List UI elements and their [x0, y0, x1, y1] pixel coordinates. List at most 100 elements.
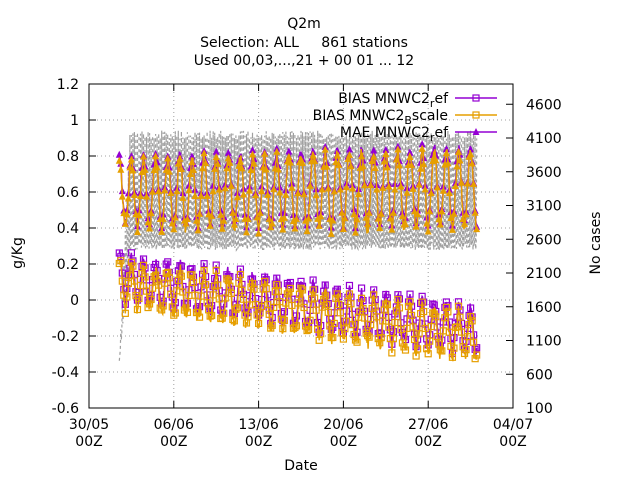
series-mae-bscale-point — [323, 162, 331, 170]
series-bias-bscale-point — [407, 311, 416, 319]
series-bias-ref-point — [298, 282, 307, 290]
y2-tick-label: 3600 — [526, 165, 562, 181]
y-tick-label: 0.8 — [57, 149, 79, 165]
series-bias-bscale-point — [456, 313, 464, 321]
y-tick-label: 1 — [70, 113, 79, 129]
x-tick-label-hour: 00Z — [245, 434, 272, 450]
y-axis-label: g/Kg — [10, 237, 26, 269]
series-bias-bscale-point — [329, 333, 337, 342]
series-mae-bscale-point — [209, 187, 217, 195]
series-bias-bscale-point — [426, 337, 434, 345]
series-mae-bscale-point — [409, 184, 417, 192]
series-bias-bscale-point — [298, 286, 307, 294]
series-mae-bscale-point — [242, 228, 250, 236]
series-bias-bscale-point — [123, 293, 131, 301]
series-bias-bscale-point — [462, 346, 470, 354]
series-mae-bscale-point — [333, 151, 341, 159]
series-bias-bscale-point — [214, 281, 222, 289]
series-bias-bscale-point — [389, 335, 397, 343]
series-bias-bscale-point — [473, 351, 481, 359]
series-mae-bscale-point — [147, 209, 155, 217]
series-mae-bscale-point — [155, 187, 163, 195]
series-mae-bscale-point — [309, 151, 317, 159]
series-bias-bscale-point — [171, 309, 179, 317]
series-mae-bscale-point — [424, 227, 432, 235]
series-mae-ref-point — [115, 150, 123, 158]
series-mae-bscale-point — [214, 159, 222, 167]
series-bias-bscale-point — [300, 303, 308, 312]
series-bias-bscale-point — [230, 317, 238, 325]
series-mae-bscale-point — [221, 184, 229, 192]
series-bias-bscale-point — [436, 346, 444, 354]
series-bias-bscale-point — [136, 281, 145, 290]
series-bias-ref-point — [164, 258, 172, 266]
series-mae-bscale-point — [355, 190, 363, 198]
series-bias-bscale-point — [268, 321, 276, 329]
series-bias-bscale-point — [438, 347, 446, 355]
series-bias-bscale-point — [139, 261, 148, 270]
series-bias-bscale-point — [351, 336, 360, 344]
series-mae-bscale-point — [249, 150, 257, 158]
series-mae-bscale-point — [448, 225, 456, 233]
series-bias-ref-point — [115, 249, 123, 257]
series-mae-bscale-point — [408, 161, 416, 169]
legend-label: MAE MNWC2ref — [340, 125, 449, 144]
series-bias-bscale-point — [457, 328, 466, 336]
series-bias-bscale-point — [297, 284, 305, 292]
series-mae-bscale-point — [238, 164, 246, 172]
x-tick-label-hour: 00Z — [414, 434, 441, 450]
series-bias-ref-point — [280, 308, 288, 316]
series-mae-bscale-point — [450, 209, 458, 217]
y-tick-label: -0.2 — [52, 329, 79, 345]
series-mae-bscale-point — [329, 216, 337, 224]
series-mae-bscale-point — [451, 181, 459, 189]
series-mae-bscale-point — [353, 215, 361, 223]
series-mae-bscale-point — [186, 170, 194, 178]
series-mae-bscale-point — [255, 229, 263, 237]
series-mae-ref-point — [212, 147, 220, 155]
series-mae-bscale-point — [395, 161, 403, 169]
plot-frame — [88, 83, 514, 409]
series-bias-bscale-point — [424, 350, 432, 358]
series-mae-bscale-point — [202, 159, 210, 167]
series-bias-ref-point — [123, 284, 131, 293]
series-mae-ref-point — [382, 145, 390, 153]
series-mae-bscale-point — [374, 214, 382, 222]
series-mae-bscale-point — [421, 185, 429, 193]
series-mae-bscale-point — [129, 166, 137, 174]
series-mae-bscale-point — [143, 192, 151, 200]
series-mae-bscale-point — [361, 181, 369, 189]
series-mae-ref-point — [376, 219, 384, 227]
series-bias-bscale-point — [232, 305, 240, 313]
series-bias-bscale-point — [233, 304, 241, 312]
series-mae-bscale-point — [171, 213, 179, 221]
y2-tick-label: 2600 — [526, 232, 562, 248]
series-mae-bscale-point — [377, 209, 385, 217]
series-mae-bscale-point — [336, 185, 344, 193]
series-bias-bscale-point — [270, 303, 278, 312]
series-mae-bscale-point — [300, 190, 308, 198]
series-mae-bscale-point — [312, 191, 320, 199]
series-bias-bscale-point — [432, 313, 440, 321]
series-bias-bscale-point — [364, 332, 372, 340]
series-bias-bscale-point — [395, 304, 404, 312]
series-bias-bscale-point — [468, 317, 476, 325]
y2-tick-label: 4600 — [526, 97, 562, 113]
series-mae-bscale-point — [294, 189, 302, 197]
series-bias-bscale-point — [164, 268, 172, 276]
series-bias-bscale-point — [321, 292, 329, 300]
series-bias-bscale-point — [336, 309, 344, 317]
series-mae-bscale-point — [140, 152, 148, 160]
series-mae-bscale-point — [447, 213, 455, 221]
series-bias-bscale-point — [203, 299, 211, 307]
series-mae-bscale-point — [341, 214, 349, 222]
series-mae-bscale-point — [115, 156, 123, 164]
legend-label: BIAS MNWC2ref — [338, 91, 449, 110]
series-mae-bscale-point — [289, 217, 297, 225]
series-bias-ref-point — [133, 296, 142, 304]
series-bias-bscale-point — [227, 289, 235, 297]
series-bias-bscale-point — [197, 292, 205, 300]
series-bias-bscale-point — [194, 308, 202, 316]
